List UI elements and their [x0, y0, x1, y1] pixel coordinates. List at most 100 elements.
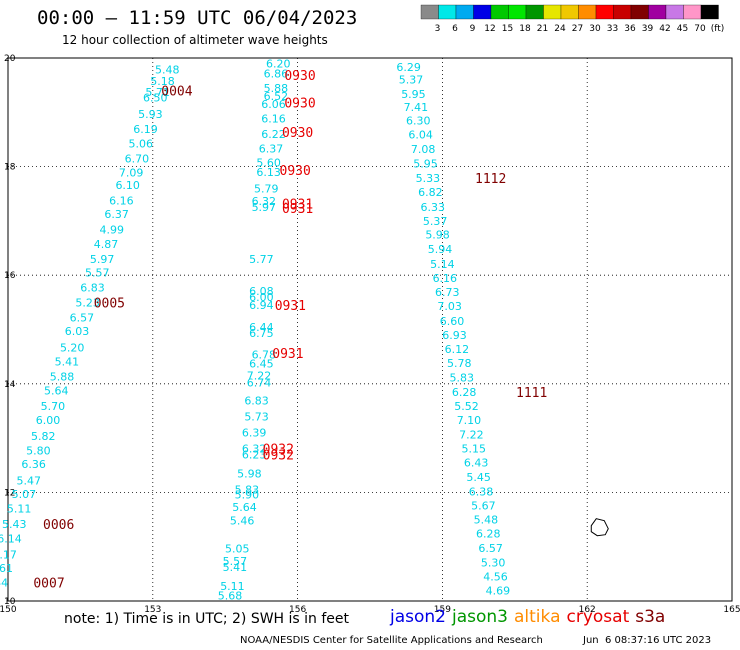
x-tick-label: 153 — [144, 605, 161, 615]
y-tick-label: 12 — [4, 488, 15, 498]
wave-height-value: 6.16 — [261, 112, 286, 125]
pass-time-label: 0931 — [272, 347, 303, 362]
colorbar-swatch — [700, 4, 719, 20]
wave-height-value: 5.98 — [425, 228, 450, 241]
footer-note: note: 1) Time is in UTC; 2) SWH is in fe… — [64, 611, 350, 627]
wave-height-value: 6.74 — [247, 377, 272, 390]
wave-height-value: 7.22 — [247, 370, 272, 383]
colorbar-label: 33 — [607, 24, 618, 34]
wave-height-value: 6.52 — [264, 90, 289, 103]
wave-height-value: 5.18 — [150, 75, 175, 88]
chart-subtitle: 12 hour collection of altimeter wave hei… — [62, 33, 328, 47]
wave-height-value: 6.22 — [261, 128, 286, 141]
wave-height-value: 5.60 — [256, 156, 281, 169]
colorbar-label: 30 — [589, 24, 601, 34]
wave-height-value: 7.08 — [411, 143, 436, 156]
legend-entry-cryosat: cryosat — [566, 607, 630, 627]
pass-time-label: 0932 — [263, 448, 294, 463]
wave-height-value: 6.75 — [249, 327, 274, 340]
wave-height-value: 6.14 — [0, 533, 22, 546]
x-tick-label: 156 — [289, 605, 306, 615]
wave-height-value: 6.28 — [476, 528, 501, 541]
wave-height-value: 6.44 — [249, 321, 274, 334]
wave-height-value: 6.50 — [143, 92, 168, 105]
wave-height-value: 5.88 — [50, 371, 75, 384]
wave-height-value: 5.68 — [218, 590, 243, 603]
wave-height-value: 6.16 — [433, 272, 458, 285]
pass-time-label: 0931 — [282, 198, 313, 213]
wave-height-value: 5.71 — [145, 86, 170, 99]
wave-height-value: 4.99 — [100, 224, 125, 237]
wave-height-value: 5.15 — [462, 442, 487, 455]
wave-height-value: 6.12 — [445, 343, 470, 356]
pass-time-label: 1112 — [475, 172, 506, 187]
pass-time-label: 0932 — [263, 442, 294, 457]
colorbar-label: 39 — [642, 24, 654, 34]
legend-entry-jason2: jason2 — [390, 607, 446, 627]
wave-height-value: 6.04 — [408, 129, 433, 142]
wave-height-value: 6.32 — [252, 195, 277, 208]
pass-time-label: 0930 — [284, 97, 315, 112]
wave-height-value: 4.69 — [486, 585, 511, 598]
pass-time-label: 0930 — [280, 164, 311, 179]
colorbar-label: 18 — [519, 24, 531, 34]
wave-height-value: 5.20 — [60, 341, 85, 354]
chart-title: 00:00 – 11:59 UTC 06/04/2023 — [37, 7, 358, 29]
wave-height-value: 5.61 — [0, 562, 13, 575]
wave-height-value: 5.83 — [235, 484, 260, 497]
footer-timestamp: Jun 6 08:37:16 UTC 2023 — [583, 635, 712, 646]
colorbar-label: 36 — [624, 24, 636, 34]
wave-height-value: 6.00 — [36, 414, 61, 427]
wave-height-value: 5.88 — [264, 82, 289, 95]
wave-height-value: 6.45 — [249, 358, 274, 371]
wave-height-value: 6.60 — [440, 315, 465, 328]
wave-height-value: 4.56 — [483, 571, 508, 584]
wave-height-value: 5.46 — [230, 515, 255, 528]
wave-height-value: 6.93 — [442, 329, 467, 342]
wave-height-value: 5.93 — [138, 108, 163, 121]
wave-height-value: 5.11 — [220, 580, 245, 593]
colorbar-label: 12 — [484, 24, 495, 34]
wave-height-value: 5.97 — [90, 253, 115, 266]
wave-height-value: 5.70 — [41, 400, 66, 413]
wave-height-value: 5.95 — [401, 88, 426, 101]
y-tick-label: 18 — [4, 163, 16, 173]
wave-height-value: 6.94 — [249, 299, 274, 312]
wave-height-value: 5.14 — [430, 258, 455, 271]
wave-height-value: 5.64 — [232, 501, 257, 514]
x-tick-label: 159 — [434, 605, 451, 615]
colorbar-label: 45 — [677, 24, 688, 34]
wave-height-value: 5.30 — [481, 556, 506, 569]
wave-height-value: 5.43 — [2, 518, 27, 531]
wave-height-value: 6.10 — [115, 179, 140, 192]
wave-height-value: 6.44 — [0, 577, 8, 590]
wave-height-value: 5.73 — [244, 410, 269, 423]
pass-time-label: 0930 — [282, 126, 313, 141]
pass-time-label: 0007 — [33, 577, 64, 592]
wave-height-value: 5.67 — [471, 499, 496, 512]
wave-height-value: 6.37 — [259, 143, 284, 156]
wave-height-value: 5.83 — [449, 371, 474, 384]
wave-height-value: 6.17 — [0, 548, 17, 561]
wave-height-value: 5.94 — [428, 243, 453, 256]
pass-time-label: 1111 — [516, 386, 547, 401]
wave-height-value: 5.95 — [413, 157, 438, 170]
pass-time-label: 0006 — [43, 518, 74, 533]
pass-time-label: 0931 — [275, 299, 306, 314]
wave-height-value: 5.23 — [75, 296, 100, 309]
wave-height-value: 5.82 — [31, 430, 56, 443]
wave-height-value: 5.48 — [474, 514, 499, 527]
colorbar-label: 70 — [694, 24, 706, 34]
legend-entry-s3a: s3a — [635, 607, 666, 627]
satellite-legend: jason2 jason3 altika cryosat s3a — [390, 607, 671, 627]
wave-height-value: 6.23 — [242, 448, 267, 461]
wave-height-value: 6.70 — [125, 152, 150, 165]
wave-height-value: 5.52 — [454, 400, 479, 413]
colorbar-label: (ft) — [711, 24, 725, 34]
wave-height-value: 5.97 — [252, 201, 277, 214]
colorbar-label: 15 — [502, 24, 513, 34]
wave-height-value: 5.64 — [44, 384, 69, 397]
colorbar-label: 42 — [659, 24, 670, 34]
wave-height-value: 6.03 — [65, 325, 90, 338]
